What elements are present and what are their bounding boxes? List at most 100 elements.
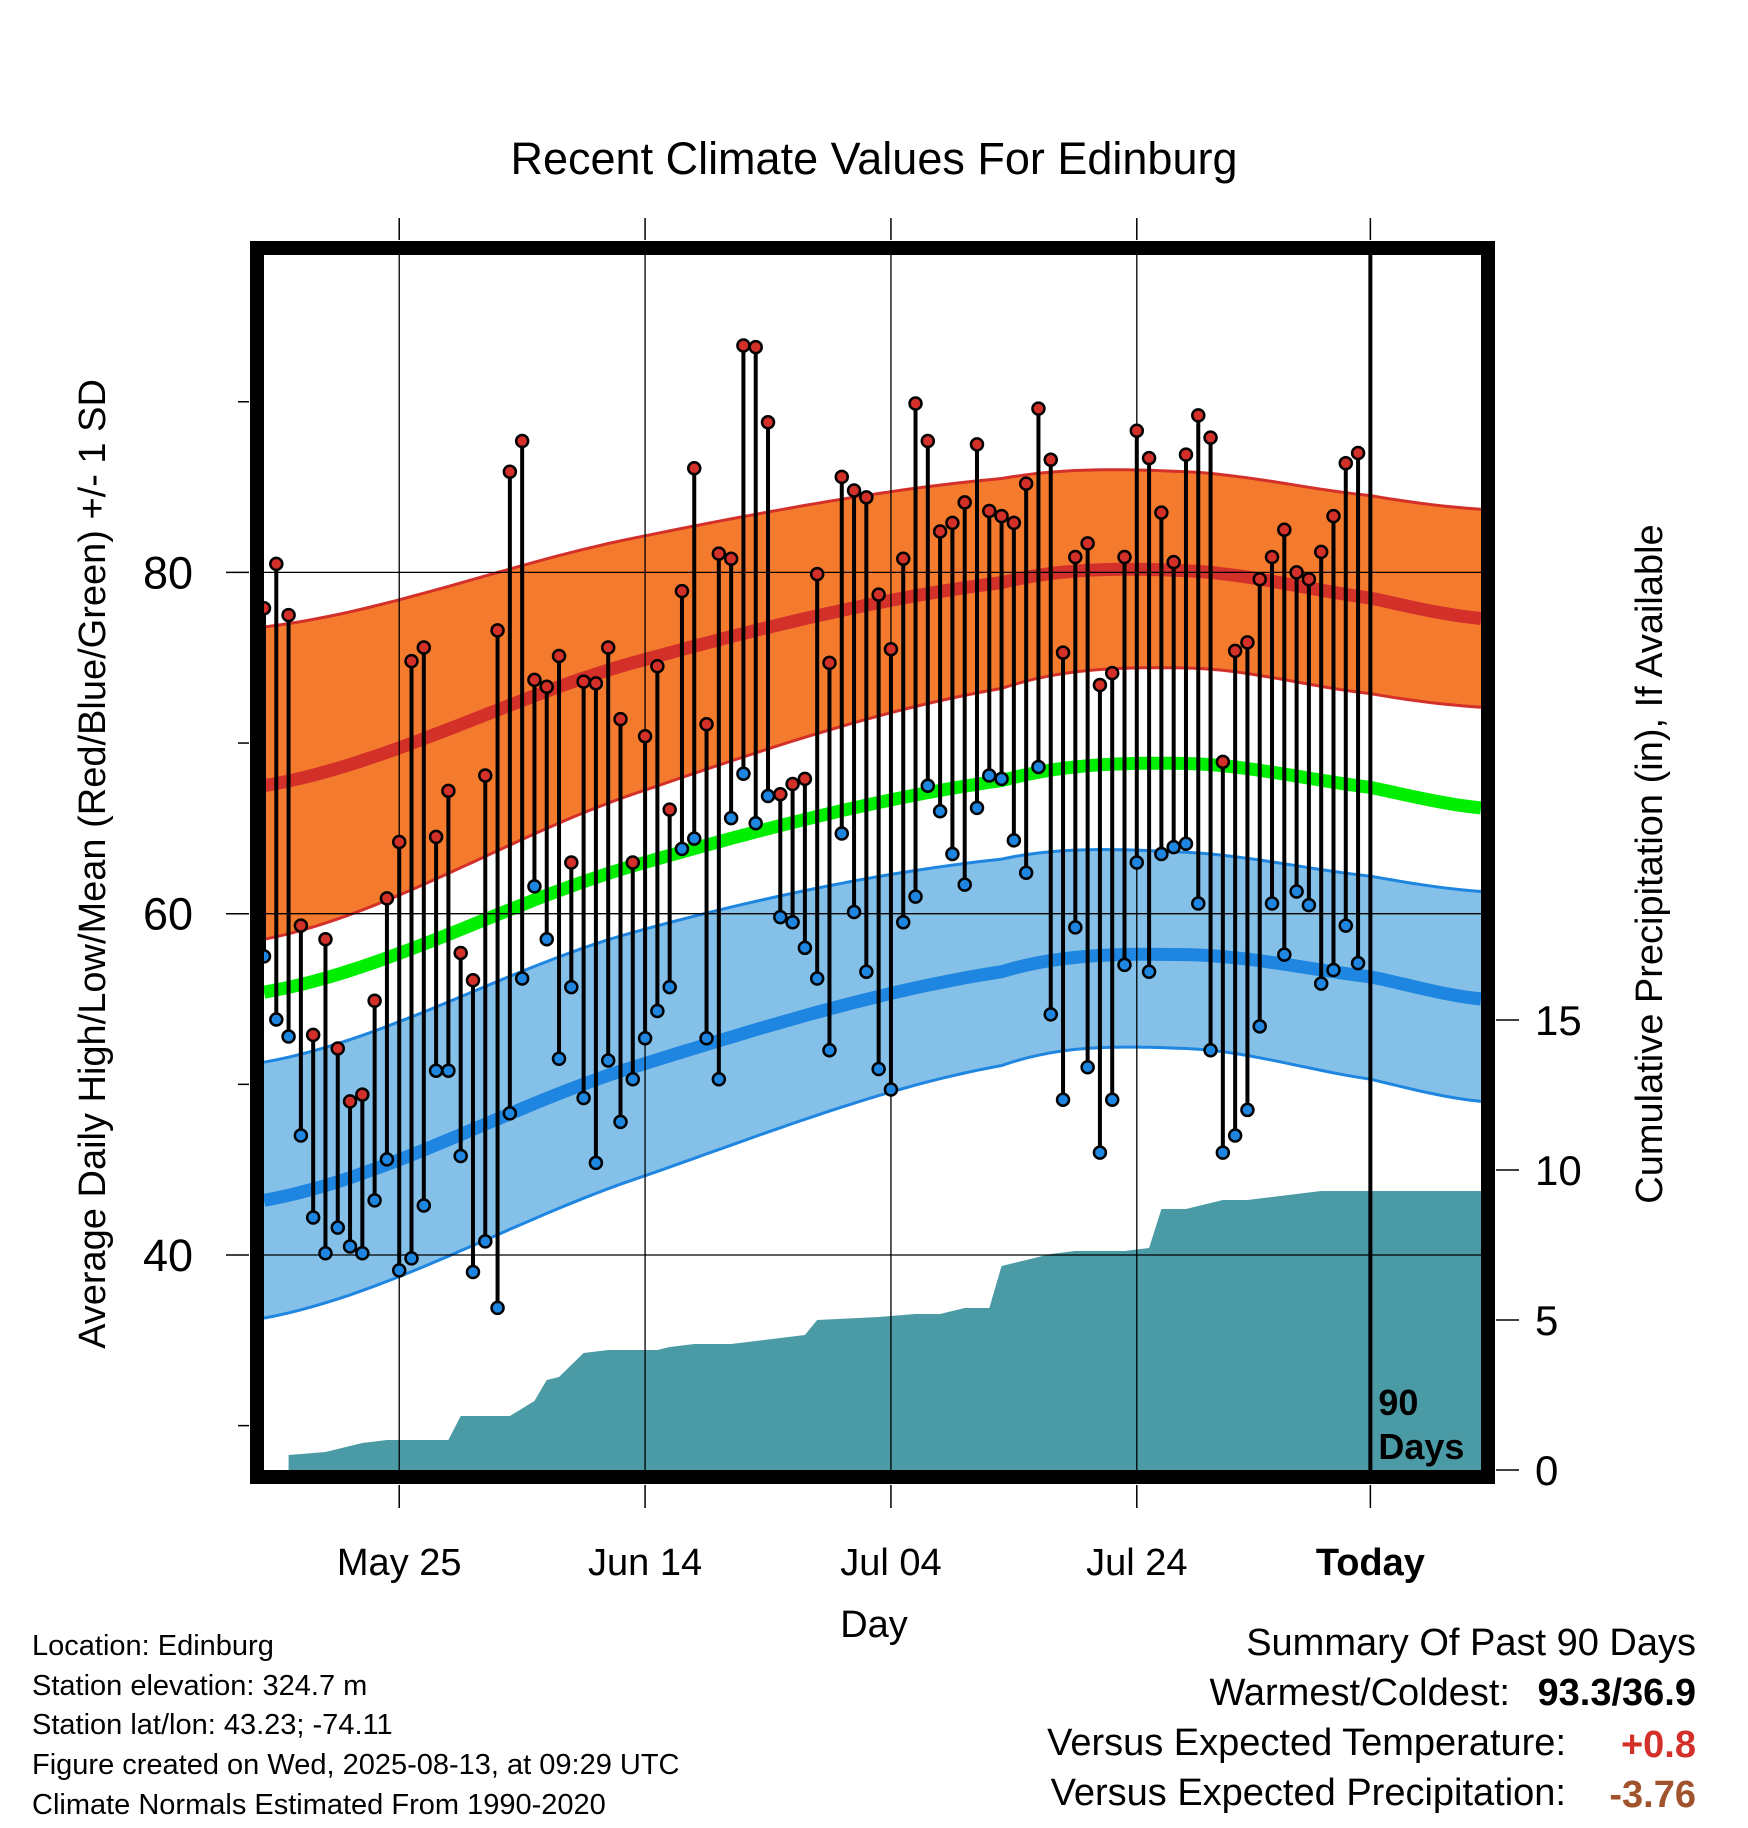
daily-low-point	[539, 932, 554, 947]
daily-high-point	[883, 641, 899, 657]
daily-low-point	[514, 971, 530, 986]
daily-high-point	[514, 433, 530, 449]
daily-high-point	[1215, 754, 1231, 770]
daily-high-point	[367, 993, 382, 1008]
daily-high-point	[687, 461, 702, 476]
daily-low-point	[330, 1220, 346, 1235]
daily-low-point	[355, 1246, 370, 1261]
daily-high-point	[969, 437, 985, 452]
daily-high-point	[613, 711, 628, 727]
daily-low-point	[895, 914, 911, 930]
daily-low-point	[305, 1210, 321, 1225]
daily-high-point	[1006, 515, 1022, 531]
daily-low-point	[1350, 955, 1366, 971]
plot-frame	[250, 241, 1495, 1484]
normal-mean-line	[262, 756, 1482, 999]
daily-high-point	[846, 483, 862, 498]
daily-high-point	[1350, 445, 1366, 461]
daily-high-point	[637, 728, 653, 744]
precip-departure-value: -3.76	[1609, 1774, 1696, 1816]
daily-low-point	[1264, 896, 1280, 911]
daily-low-point	[797, 940, 813, 956]
daily-low-point	[453, 1148, 468, 1164]
daily-low-point	[1289, 884, 1304, 899]
normal-high-line	[262, 562, 1482, 793]
daily-low-point	[969, 800, 985, 816]
daily-high-point	[564, 855, 579, 870]
today-days-word: Days	[1378, 1426, 1464, 1467]
daily-low-point	[379, 1152, 395, 1167]
daily-low-point	[478, 1234, 493, 1249]
daily-low-point	[404, 1251, 419, 1266]
daily-low-point	[1240, 1102, 1255, 1118]
daily-high-point	[478, 768, 493, 783]
today-days-number: 90	[1378, 1382, 1418, 1423]
daily-high-point	[576, 674, 591, 689]
daily-low-point	[367, 1193, 382, 1208]
daily-high-point	[895, 551, 911, 566]
location-text: Location: Edinburg	[32, 1630, 274, 1662]
daily-low-point	[871, 1061, 886, 1077]
temp-departure-label: Versus Expected Temperature:	[1047, 1722, 1566, 1764]
daily-high-point	[1289, 565, 1304, 580]
daily-low-point	[588, 1155, 604, 1171]
daily-low-point	[318, 1246, 333, 1261]
daily-low-point	[846, 904, 862, 920]
daily-low-point	[699, 1031, 714, 1046]
x-tick-label: Today	[1316, 1542, 1425, 1584]
daily-low-point	[859, 964, 874, 979]
daily-low-point	[1055, 1092, 1071, 1107]
daily-high-point	[1326, 508, 1341, 524]
daily-high-point	[871, 587, 886, 602]
x-tick-label: May 25	[337, 1542, 462, 1584]
daily-high-point	[269, 556, 284, 572]
daily-high-point	[588, 676, 604, 691]
low-sd-band	[264, 849, 1481, 1319]
daily-low-point	[1043, 1007, 1058, 1022]
daily-low-point	[748, 816, 763, 831]
daily-low-point	[1191, 896, 1206, 911]
daily-low-point	[1104, 1092, 1120, 1107]
daily-high-point	[1141, 450, 1157, 466]
daily-high-point	[1240, 635, 1255, 650]
daily-high-point	[1166, 554, 1181, 570]
daily-high-point	[760, 414, 776, 430]
daily-low-point	[576, 1090, 591, 1106]
daily-high-point	[441, 783, 456, 799]
daily-low-point	[1154, 846, 1169, 862]
daily-low-point	[1141, 964, 1157, 979]
daily-low-point	[1129, 855, 1145, 870]
daily-low-point	[490, 1300, 505, 1316]
y-right-tick-label: 15	[1535, 997, 1582, 1044]
daily-low-point	[945, 846, 960, 862]
daily-high-point	[1092, 677, 1108, 693]
daily-high-point	[674, 583, 690, 599]
precipitation-area	[288, 1191, 1482, 1470]
y-left-tick-label: 40	[143, 1230, 193, 1281]
daily-high-point	[982, 503, 997, 519]
y-left-tick-label: 60	[143, 889, 193, 940]
daily-low-point	[736, 766, 751, 782]
x-axis-label: Day	[840, 1604, 908, 1646]
daily-high-point	[1055, 645, 1071, 660]
warmest-coldest-value: 93.3/36.9	[1537, 1672, 1696, 1714]
daily-low-point	[957, 877, 972, 892]
daily-low-point	[982, 768, 997, 783]
y-right-tick-label: 0	[1535, 1447, 1558, 1494]
daily-low-point	[502, 1106, 518, 1121]
normal-low-line	[262, 947, 1482, 1207]
daily-high-point	[920, 433, 936, 449]
daily-high-point	[1264, 549, 1280, 565]
daily-high-point	[945, 515, 960, 531]
daily-high-point	[1080, 536, 1095, 551]
low-sd-band-upper-edge	[263, 847, 1482, 1064]
daily-high-point	[502, 464, 518, 479]
daily-low-point	[1252, 1019, 1267, 1034]
daily-high-point	[600, 640, 616, 655]
normal-bands-layer	[262, 468, 1482, 1320]
daily-high-point	[834, 469, 850, 485]
daily-high-point	[1301, 571, 1317, 587]
daily-low-point	[920, 778, 936, 793]
daily-low-point	[674, 841, 690, 857]
daily-high-point	[736, 338, 751, 353]
